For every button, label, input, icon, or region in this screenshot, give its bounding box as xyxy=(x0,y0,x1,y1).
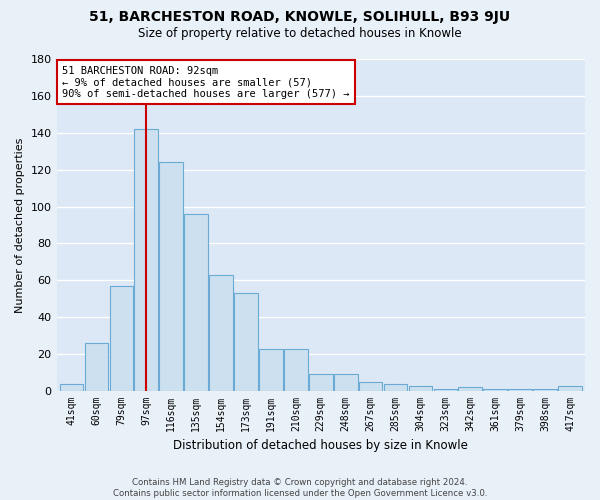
Bar xyxy=(184,214,208,391)
Bar xyxy=(434,389,457,391)
Text: Size of property relative to detached houses in Knowle: Size of property relative to detached ho… xyxy=(138,28,462,40)
Bar xyxy=(309,374,332,391)
Y-axis label: Number of detached properties: Number of detached properties xyxy=(15,138,25,312)
Bar xyxy=(334,374,358,391)
Bar xyxy=(85,343,108,391)
Bar xyxy=(409,386,433,391)
Bar xyxy=(134,129,158,391)
Bar xyxy=(259,348,283,391)
Bar xyxy=(458,388,482,391)
Bar xyxy=(533,389,557,391)
Text: Contains HM Land Registry data © Crown copyright and database right 2024.
Contai: Contains HM Land Registry data © Crown c… xyxy=(113,478,487,498)
Text: 51 BARCHESTON ROAD: 92sqm
← 9% of detached houses are smaller (57)
90% of semi-d: 51 BARCHESTON ROAD: 92sqm ← 9% of detach… xyxy=(62,66,349,99)
Bar xyxy=(110,286,133,391)
Bar xyxy=(284,348,308,391)
Bar xyxy=(160,162,183,391)
Text: 51, BARCHESTON ROAD, KNOWLE, SOLIHULL, B93 9JU: 51, BARCHESTON ROAD, KNOWLE, SOLIHULL, B… xyxy=(89,10,511,24)
Bar xyxy=(59,384,83,391)
Bar xyxy=(484,389,507,391)
Bar xyxy=(558,386,582,391)
Bar xyxy=(384,384,407,391)
X-axis label: Distribution of detached houses by size in Knowle: Distribution of detached houses by size … xyxy=(173,440,468,452)
Bar xyxy=(508,389,532,391)
Bar xyxy=(209,275,233,391)
Bar xyxy=(234,294,258,391)
Bar xyxy=(359,382,382,391)
